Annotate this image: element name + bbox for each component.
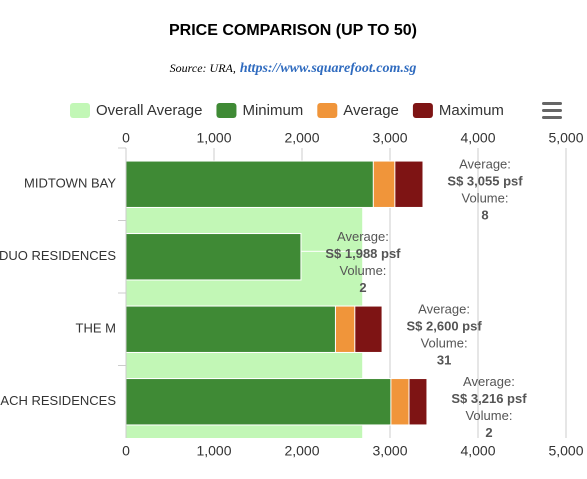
data-label: Volume: <box>421 336 468 351</box>
x-tick-label: 4,000 <box>460 443 495 459</box>
x-tick-label: 5,000 <box>548 130 583 146</box>
chart-title: PRICE COMPARISON (UP TO 50) <box>169 22 417 39</box>
data-label: Average: <box>463 374 515 389</box>
legend-label: Maximum <box>439 102 504 119</box>
legend-label: Overall Average <box>96 102 202 119</box>
data-label: 2 <box>485 425 492 440</box>
menu-bar <box>542 116 562 119</box>
y-tick-label: DUO RESIDENCES <box>0 248 116 263</box>
data-label: 8 <box>481 208 488 223</box>
bar <box>126 160 374 208</box>
data-label: Volume: <box>465 408 512 423</box>
legend-label: Average <box>343 102 399 119</box>
data-label: 31 <box>437 353 451 368</box>
x-tick-label: 2,000 <box>284 443 319 459</box>
subtitle-link[interactable]: https://www.squarefoot.com.sg <box>240 61 416 76</box>
data-label: Average: <box>459 157 511 172</box>
bar <box>126 378 392 426</box>
x-tick-label: 0 <box>122 443 130 459</box>
x-tick-label: 3,000 <box>372 443 407 459</box>
legend-label: Minimum <box>242 102 303 119</box>
subtitle-text: Source: URA, <box>170 61 236 75</box>
data-label: S$ 3,055 psf <box>447 174 523 189</box>
x-tick-label: 2,000 <box>284 130 319 146</box>
chart-subtitle: Source: URA, https://www.squarefoot.com.s… <box>170 61 417 76</box>
x-tick-label: 1,000 <box>196 130 231 146</box>
data-label: Volume: <box>339 263 386 278</box>
y-tick-label: MIDTOWN BAY <box>24 176 116 191</box>
y-tick-label: THE M <box>76 321 116 336</box>
data-label: S$ 1,988 psf <box>325 246 401 261</box>
data-label: 2 <box>359 280 366 295</box>
x-tick-label: 0 <box>122 130 130 146</box>
legend-item[interactable]: Maximum <box>412 102 504 119</box>
legend-swatch <box>412 103 433 118</box>
x-tick-label: 5,000 <box>548 443 583 459</box>
plot <box>126 160 428 438</box>
data-label: Volume: <box>462 191 509 206</box>
legend-swatch <box>317 103 338 118</box>
menu-bar <box>542 109 562 112</box>
legend-item[interactable]: Overall Average <box>70 102 202 119</box>
legend-item[interactable]: Minimum <box>216 102 303 119</box>
x-tick-label: 3,000 <box>372 130 407 146</box>
data-label: Average: <box>337 229 389 244</box>
data-label: S$ 2,600 psf <box>407 319 483 334</box>
bar <box>126 233 302 281</box>
menu-button[interactable] <box>542 102 562 119</box>
bar <box>126 305 336 353</box>
legend-swatch <box>70 103 90 118</box>
legend-swatch <box>216 103 237 118</box>
y-tick-label: SOUTH BEACH RESIDENCES <box>0 393 116 408</box>
data-label: Average: <box>418 302 470 317</box>
data-label: S$ 3,216 psf <box>451 391 527 406</box>
legend-item[interactable]: Average <box>317 102 399 119</box>
menu-bar <box>542 102 562 105</box>
x-tick-label: 1,000 <box>196 443 231 459</box>
x-tick-label: 4,000 <box>460 130 495 146</box>
